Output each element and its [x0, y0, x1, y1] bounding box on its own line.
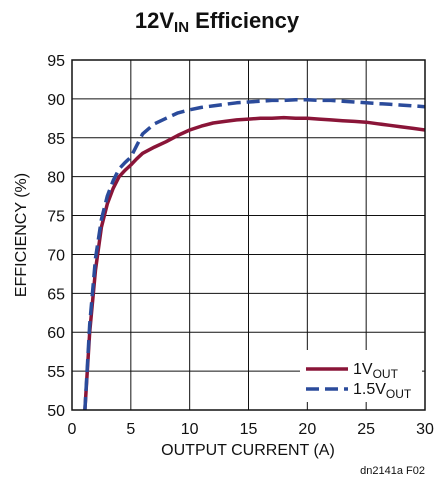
series-line-1-5vout	[83, 97, 426, 411]
x-tick-label-25: 25	[357, 421, 375, 438]
x-tick-label-5: 5	[126, 421, 135, 438]
x-tick-label-10: 10	[181, 421, 199, 438]
y-tick-label-60: 60	[47, 325, 65, 342]
legend-label-1vout: 1VOUT	[353, 361, 399, 381]
y-tick-label-65: 65	[47, 286, 65, 303]
plot-frame	[71, 59, 426, 411]
y-tick-label-90: 90	[47, 92, 65, 109]
y-tick-labels: 50 55 60 65 70 75 80 85 90 95	[47, 53, 65, 420]
x-tick-label-30: 30	[416, 421, 434, 438]
series-line-1vout	[83, 115, 426, 411]
y-tick-label-95: 95	[47, 53, 65, 70]
legend: 1VOUT 1.5VOUT	[300, 350, 422, 402]
chart-title: 12VIN Efficiency	[134, 8, 300, 36]
figure-id: dn2141a F02	[360, 465, 425, 477]
y-tick-label-50: 50	[47, 403, 65, 420]
y-tick-label-55: 55	[47, 364, 65, 381]
x-axis-label: OUTPUT CURRENT (A)	[161, 442, 335, 459]
y-tick-label-70: 70	[47, 247, 65, 264]
x-tick-label-20: 20	[298, 421, 316, 438]
legend-box	[300, 350, 422, 402]
x-tick-labels: 0 5 10 15 20 25 30	[68, 421, 434, 438]
y-axis-label: EFFICIENCY (%)	[13, 173, 30, 297]
series-lines	[83, 97, 426, 411]
y-tick-label-75: 75	[47, 209, 65, 226]
x-tick-label-15: 15	[240, 421, 258, 438]
x-tick-label-0: 0	[68, 421, 77, 438]
y-tick-label-80: 80	[47, 170, 65, 187]
y-tick-label-85: 85	[47, 131, 65, 148]
legend-label-1-5vout: 1.5VOUT	[353, 381, 412, 401]
